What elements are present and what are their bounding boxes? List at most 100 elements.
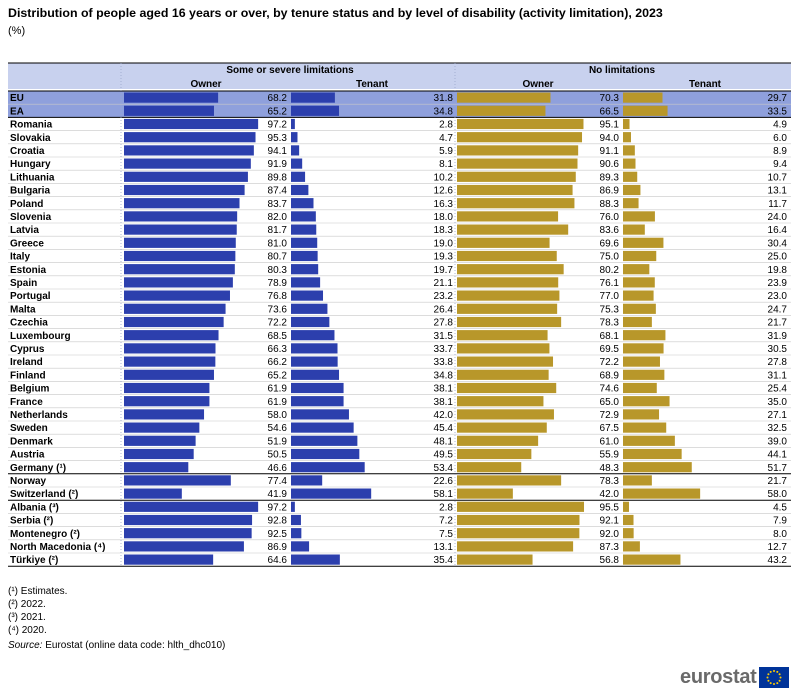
data-label: 2.8	[439, 502, 453, 513]
data-bar	[623, 237, 664, 248]
data-label: 8.1	[439, 159, 453, 170]
data-bar	[291, 488, 372, 499]
data-label: 65.2	[268, 370, 288, 381]
data-bar	[124, 237, 236, 248]
category-label: Slovakia	[10, 133, 51, 144]
data-bar	[457, 488, 513, 499]
data-bar	[291, 250, 318, 262]
data-bar	[124, 422, 200, 433]
data-label: 8.0	[773, 529, 787, 540]
data-bar	[623, 184, 641, 196]
footnote-3: (³) 2021.	[8, 612, 46, 623]
data-label: 51.7	[768, 463, 788, 474]
category-label: Slovenia	[10, 212, 52, 223]
data-bar	[124, 528, 252, 539]
data-label: 6.0	[773, 133, 787, 144]
category-label: Netherlands	[10, 410, 68, 421]
data-bar	[124, 211, 238, 222]
data-bar	[623, 382, 657, 394]
group-header-limitations: Some or severe limitations	[226, 65, 354, 76]
footnote-1: (¹) Estimates.	[8, 586, 68, 597]
data-bar	[124, 264, 235, 275]
data-label: 31.5	[434, 331, 454, 342]
data-label: 30.4	[768, 238, 788, 249]
data-label: 46.6	[268, 463, 288, 474]
data-bar	[457, 264, 564, 275]
data-bar	[291, 356, 338, 367]
column-header: Owner	[190, 79, 221, 90]
data-bar	[124, 303, 226, 314]
data-bar	[291, 316, 330, 328]
data-label: 64.6	[268, 555, 288, 566]
data-label: 48.1	[434, 436, 454, 447]
data-label: 89.8	[268, 172, 288, 183]
data-label: 23.9	[768, 278, 788, 289]
data-label: 31.9	[768, 331, 788, 342]
data-bar	[623, 514, 634, 526]
category-label: North Macedonia (⁴)	[10, 542, 106, 553]
data-label: 7.9	[773, 516, 787, 527]
data-bar	[291, 198, 314, 209]
data-label: 16.3	[434, 199, 454, 210]
data-label: 92.8	[268, 516, 288, 527]
header-background	[8, 63, 791, 89]
data-bar	[124, 462, 189, 473]
data-label: 77.4	[268, 476, 288, 487]
data-bar	[124, 118, 259, 130]
data-label: 19.7	[434, 265, 454, 276]
data-label: 2.8	[439, 120, 453, 131]
data-bar	[623, 277, 655, 288]
data-label: 80.7	[268, 252, 288, 263]
data-label: 72.9	[600, 410, 620, 421]
data-label: 81.0	[268, 238, 288, 249]
category-label: Montenegro (²)	[10, 529, 80, 540]
data-bar	[124, 105, 214, 116]
data-label: 55.9	[600, 450, 620, 461]
data-label: 50.5	[268, 450, 288, 461]
data-label: 92.0	[600, 529, 620, 540]
category-label: Ireland	[10, 357, 43, 368]
data-label: 66.5	[600, 106, 620, 117]
data-label: 45.4	[434, 423, 454, 434]
category-label: Türkiye (²)	[10, 555, 58, 566]
chart-subtitle: (%)	[8, 25, 26, 37]
data-label: 39.0	[768, 436, 788, 447]
data-label: 66.2	[268, 357, 288, 368]
data-bar	[291, 409, 349, 420]
data-label: 68.2	[268, 93, 288, 104]
data-bar	[291, 448, 360, 460]
category-label: Germany (¹)	[10, 463, 66, 474]
data-bar	[291, 105, 340, 116]
eurostat-logo: eurostat	[680, 665, 789, 689]
data-bar	[623, 198, 639, 209]
source-text: Eurostat (online data code: hlth_dhc010)	[45, 640, 226, 651]
chart-title: Distribution of people aged 16 years or …	[8, 6, 663, 20]
data-label: 56.8	[600, 555, 620, 566]
category-label: Spain	[10, 278, 37, 289]
data-label: 88.3	[600, 199, 620, 210]
data-bar	[623, 330, 666, 341]
footnote-4: (⁴) 2020.	[8, 625, 47, 636]
data-bar	[623, 145, 635, 156]
data-label: 78.3	[600, 476, 620, 487]
data-bar	[623, 369, 665, 380]
data-bar	[457, 118, 584, 130]
data-bar	[457, 290, 560, 301]
data-label: 26.4	[434, 304, 454, 315]
data-label: 70.3	[600, 93, 620, 104]
data-bar	[623, 435, 675, 446]
category-label: Belgium	[10, 384, 50, 395]
data-bar	[291, 303, 328, 314]
data-label: 21.1	[434, 278, 454, 289]
data-bar	[124, 184, 245, 196]
data-bar	[457, 462, 522, 473]
data-label: 34.8	[434, 370, 454, 381]
data-label: 76.0	[600, 212, 620, 223]
data-bar	[124, 356, 216, 367]
data-label: 58.1	[434, 489, 454, 500]
data-bar	[124, 198, 240, 209]
data-bar	[457, 475, 562, 486]
data-label: 29.7	[768, 93, 788, 104]
data-label: 11.7	[768, 199, 787, 210]
data-bar	[457, 158, 578, 169]
